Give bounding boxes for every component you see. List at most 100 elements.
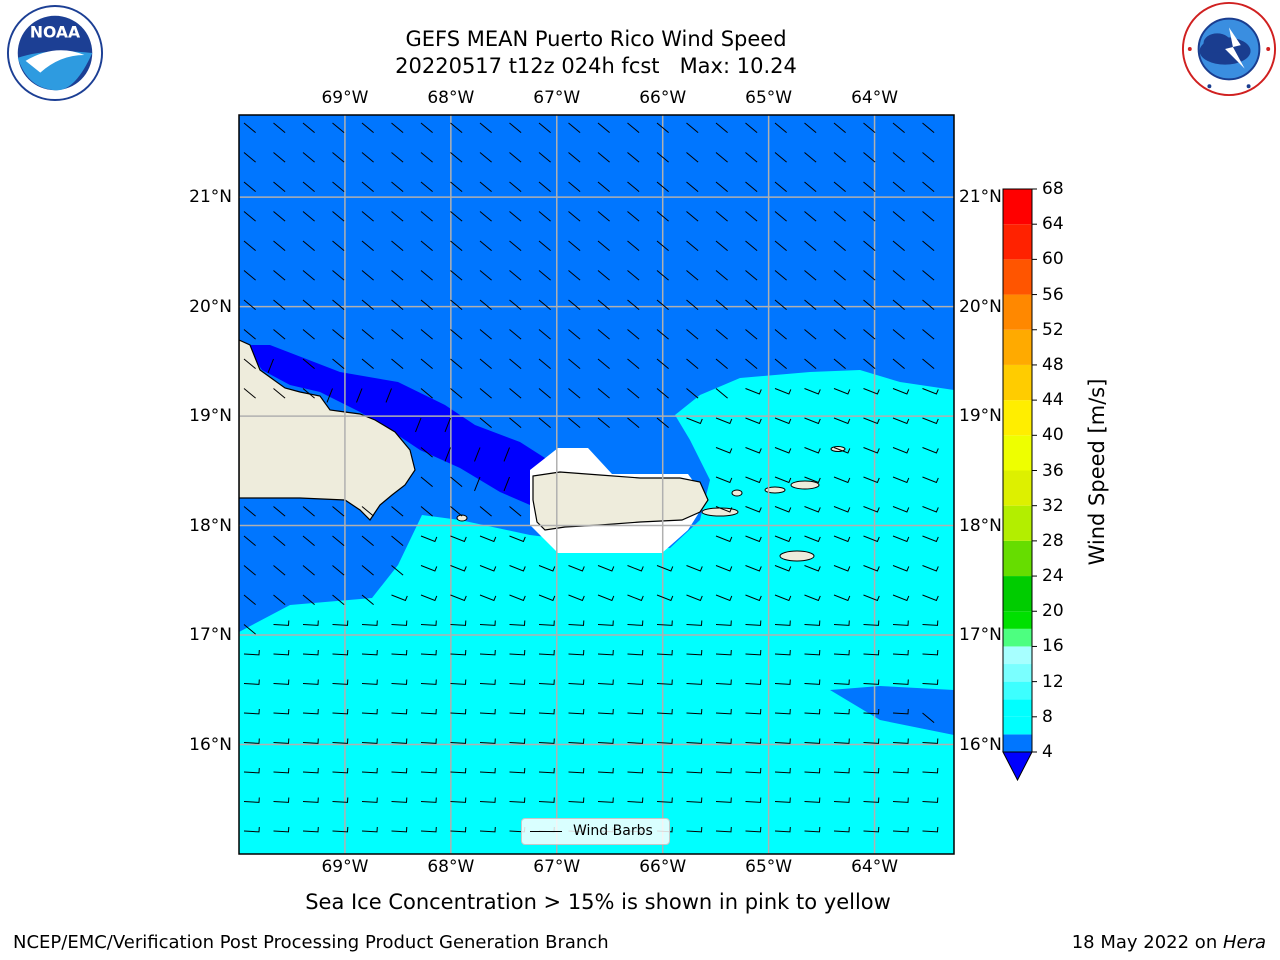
wind-barb-170 <box>302 329 315 340</box>
wind-barb-410 <box>833 649 850 656</box>
wind-barb-481 <box>804 738 821 744</box>
wind-barb-511 <box>273 797 290 803</box>
wind-barb-221 <box>385 388 392 403</box>
wind-barb-217 <box>273 388 286 399</box>
wind-barb-392 <box>302 649 319 656</box>
wind-barb-254 <box>833 417 851 425</box>
wind-barb-130 <box>538 270 551 281</box>
wind-barb-260 <box>474 447 481 462</box>
wind-barb-312 <box>774 535 792 543</box>
wind-barb-524 <box>656 797 673 803</box>
wind-barb-45 <box>863 152 876 163</box>
wind-barb-176 <box>479 329 492 340</box>
colorbar-segment-14 <box>1003 364 1032 401</box>
wind-barb-118 <box>892 240 905 251</box>
colorbar-segment-11 <box>1003 470 1032 506</box>
wind-barb-232 <box>715 388 728 399</box>
wind-barb-262 <box>715 447 733 454</box>
lat-left-3: 19°N <box>189 406 232 427</box>
wind-barb-162 <box>774 299 787 310</box>
wind-barb-63 <box>686 181 699 192</box>
wind-barb-523 <box>627 797 644 803</box>
wind-barb-83 <box>568 211 581 222</box>
wind-barb-465 <box>332 738 349 744</box>
lon-top-0: 69°W <box>321 88 369 108</box>
wind-barb-494 <box>479 767 496 774</box>
wind-barb-530 <box>833 797 850 803</box>
lat-right-1: 17°N <box>959 625 1002 646</box>
wind-barb-518 <box>479 797 496 803</box>
wind-barb-92 <box>833 211 846 222</box>
colorbar-tick-13: 56 <box>1042 284 1064 305</box>
wind-barb-149 <box>391 299 404 310</box>
wind-barb-278 <box>833 476 851 484</box>
wind-barb-97 <box>273 240 286 251</box>
wind-barb-53 <box>391 181 404 192</box>
wind-barb-501 <box>686 767 703 774</box>
vieques-island <box>701 507 739 517</box>
wind-barb-126 <box>420 270 433 281</box>
colorbar-segment-9 <box>1003 540 1032 577</box>
wind-barb-0 <box>243 122 256 133</box>
wind-barb-283 <box>273 506 286 517</box>
wind-barb-205 <box>627 358 640 369</box>
wind-barb-236 <box>833 388 851 395</box>
wind-barb-235 <box>804 388 821 395</box>
wind-barb-370 <box>361 620 378 626</box>
wind-barb-234 <box>774 388 792 395</box>
wind-barb-403 <box>627 649 644 656</box>
wind-barb-171 <box>332 329 345 340</box>
lat-right-0: 16°N <box>959 734 1002 755</box>
wind-barb-264 <box>774 447 792 454</box>
wind-barb-86 <box>656 211 669 222</box>
wind-barb-496 <box>538 767 555 774</box>
wind-barb-509 <box>922 767 939 774</box>
wind-barb-29 <box>391 152 404 163</box>
wind-barb-138 <box>774 270 787 281</box>
wind-barb-464 <box>302 738 319 744</box>
wind-barb-506 <box>833 767 850 774</box>
wind-barb-135 <box>686 270 699 281</box>
wind-barb-438 <box>243 708 260 715</box>
wind-barb-279 <box>863 476 880 484</box>
wind-barb-251 <box>745 417 762 425</box>
wind-barb-369 <box>332 620 349 626</box>
wind-barb-471 <box>509 738 526 744</box>
wind-barb-389 <box>922 620 939 626</box>
wind-barb-190 <box>892 329 905 340</box>
colorbar-tick-10: 44 <box>1042 390 1064 411</box>
wind-barb-360 <box>774 594 792 602</box>
lon-bottom-5: 64°W <box>851 857 899 877</box>
wind-barb-384 <box>774 620 791 626</box>
wind-barb-231 <box>686 388 699 399</box>
wind-barb-412 <box>892 649 909 656</box>
wind-barb-413 <box>922 649 939 656</box>
wind-barb-374 <box>479 620 496 626</box>
wind-barb-173 <box>391 329 404 340</box>
wind-barb-101 <box>391 240 404 251</box>
wind-barb-68 <box>833 181 846 192</box>
wind-barb-48 <box>243 181 256 192</box>
wind-barb-272 <box>474 476 481 492</box>
wind-barb-324 <box>420 565 438 572</box>
wind-barb-5 <box>391 122 404 133</box>
wind-barbs <box>243 122 939 833</box>
wind-barb-66 <box>774 181 787 192</box>
wind-barb-359 <box>745 594 762 602</box>
wind-barb-366 <box>243 624 256 635</box>
wind-barb-40 <box>715 152 728 163</box>
wind-barb-179 <box>568 329 581 340</box>
wind-barb-358 <box>715 594 733 602</box>
wind-barb-342 <box>243 594 256 605</box>
wind-barb-59 <box>568 181 581 192</box>
wind-barb-332 <box>656 565 674 572</box>
wind-barb-455 <box>745 708 762 715</box>
wind-barb-420 <box>420 679 437 685</box>
wind-barb-197 <box>391 358 404 369</box>
wind-barb-346 <box>361 594 374 605</box>
wind-barb-554 <box>833 826 850 833</box>
wind-barb-9 <box>509 122 522 133</box>
wind-barb-449 <box>568 708 585 715</box>
footer-host: Hera <box>1222 932 1266 953</box>
wind-barb-239 <box>922 388 939 395</box>
